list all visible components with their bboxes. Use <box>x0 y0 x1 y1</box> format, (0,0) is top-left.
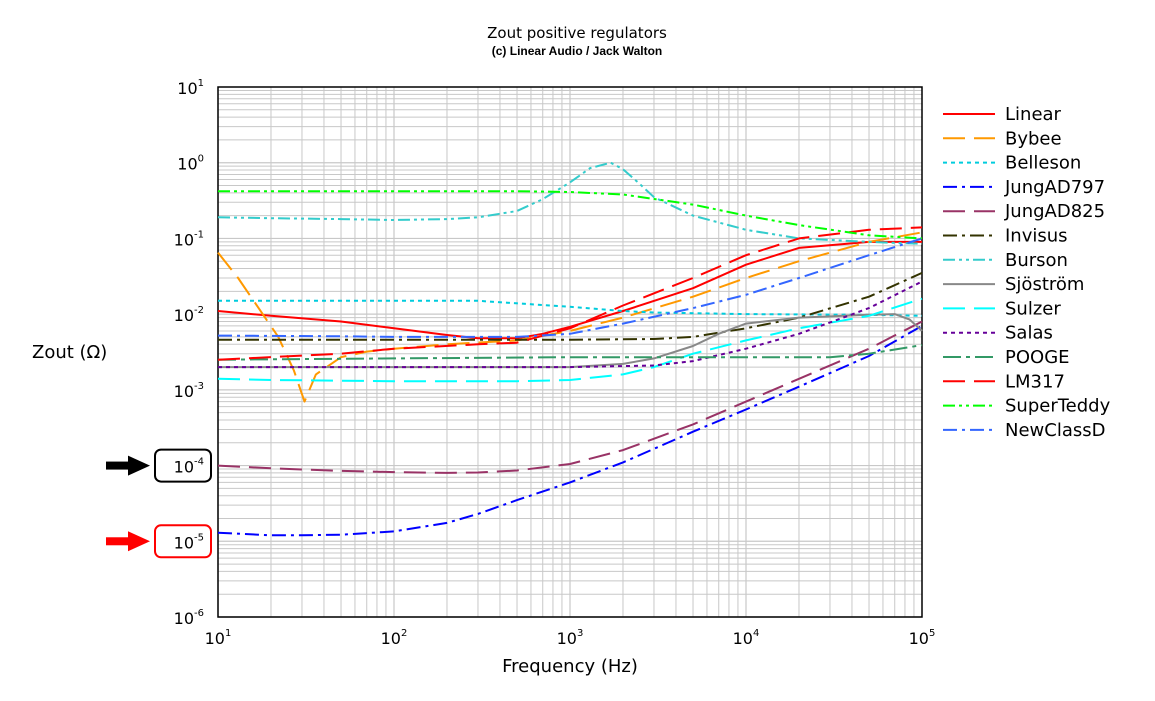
y-axis-label: Zout (Ω) <box>32 342 107 363</box>
series-lines <box>217 161 923 537</box>
series-line-jungad825 <box>217 320 923 474</box>
y-tick-label: 10-6 <box>174 608 204 628</box>
y-tick-label: 10-3 <box>174 381 204 401</box>
x-tick-label: 103 <box>557 628 584 648</box>
legend-label: Linear <box>1005 104 1062 125</box>
legend-label: POOGE <box>1005 347 1070 368</box>
x-tick-label: 101 <box>205 628 232 648</box>
y-tick-labels: 101 100 10-1 10-2 10-3 10-4 10-5 10-6 <box>174 78 204 628</box>
series-line-burson <box>217 161 923 245</box>
legend-label: Sulzer <box>1005 298 1061 319</box>
series-line-newclassd <box>217 237 923 338</box>
highlight-annotations <box>106 448 212 559</box>
series-line-linear <box>217 240 922 340</box>
series-line-jungad797 <box>217 325 923 537</box>
arrow-icon <box>106 537 130 546</box>
legend-label: Invisus <box>1005 226 1068 247</box>
x-tick-label: 102 <box>381 628 408 648</box>
series-line-pooge <box>217 344 923 361</box>
chart-subtitle: (c) Linear Audio / Jack Walton <box>492 44 662 58</box>
series-line-sulzer <box>217 297 923 383</box>
x-axis-label: Frequency (Hz) <box>502 656 638 677</box>
legend-label: NewClassD <box>1005 420 1105 441</box>
legend: Linear Bybee Belleson JungAD797 JungAD825 Inv… <box>943 104 1111 441</box>
legend-label: Bybee <box>1005 128 1062 149</box>
y-tick-label: 10-4 <box>174 457 204 477</box>
legend-label: Belleson <box>1005 153 1081 174</box>
arrow-icon <box>128 455 150 476</box>
legend-label: Salas <box>1005 323 1053 344</box>
x-tick-label: 105 <box>909 628 936 648</box>
x-tick-labels: 101 102 103 104 105 <box>205 628 936 648</box>
y-tick-label: 101 <box>177 78 204 98</box>
y-tick-label: 10-2 <box>174 305 204 325</box>
x-tick-label: 104 <box>733 628 760 648</box>
y-tick-label: 10-5 <box>174 532 204 552</box>
legend-label: Burson <box>1005 250 1068 271</box>
chart-title: Zout positive regulators <box>487 24 667 42</box>
arrow-icon <box>128 531 150 552</box>
series-line-lm317 <box>217 226 923 361</box>
series-line-salas <box>218 280 923 369</box>
series-line-invisus <box>218 271 923 341</box>
legend-label: LM317 <box>1005 371 1065 392</box>
arrow-icon <box>106 461 130 470</box>
plot-frame <box>217 86 923 618</box>
legend-label: JungAD825 <box>1004 201 1105 222</box>
y-tick-label: 10-1 <box>174 229 204 249</box>
tick-highlight-box <box>154 448 212 483</box>
grid <box>217 87 922 618</box>
y-tick-label: 100 <box>177 154 204 174</box>
legend-label: Sjöström <box>1005 274 1084 295</box>
tick-highlight-box <box>154 524 212 559</box>
series-line-belleson <box>218 299 923 317</box>
legend-label: SuperTeddy <box>1005 396 1111 417</box>
legend-label: JungAD797 <box>1004 177 1105 198</box>
